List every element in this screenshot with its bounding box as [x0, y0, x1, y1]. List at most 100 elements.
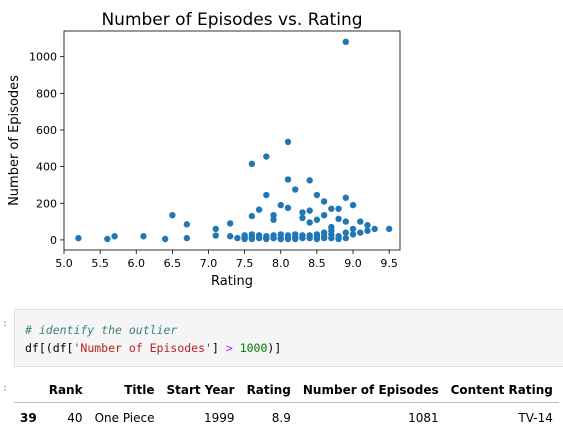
- data-point: [212, 232, 219, 239]
- data-point: [169, 211, 176, 219]
- cell-prompt: :: [2, 318, 9, 329]
- data-point: [357, 229, 364, 236]
- data-point: [183, 221, 191, 228]
- data-point: [335, 205, 342, 212]
- data-point: [364, 227, 371, 234]
- data-point: [248, 235, 256, 243]
- data-point: [234, 234, 241, 242]
- code-comment: # identify the outlier: [25, 323, 178, 337]
- data-point: [212, 225, 219, 233]
- code-token: [233, 341, 240, 355]
- data-point: [349, 225, 357, 233]
- data-point: [248, 231, 256, 238]
- data-point: [371, 225, 378, 233]
- table-header-row: Rank Title Start Year Rating Number of E…: [14, 378, 559, 403]
- data-point: [364, 222, 371, 229]
- cell-rating: 8.9: [271, 411, 291, 426]
- y-tick-label: 0: [50, 234, 57, 247]
- cell-content-rating: TV-14: [518, 411, 553, 426]
- plot-output: Number of Episodes vs. Rating Rating Numbe…: [7, 10, 401, 289]
- data-point: [299, 234, 306, 242]
- data-point: [357, 218, 364, 225]
- data-point: [306, 234, 313, 242]
- data-point: [183, 234, 191, 242]
- data-point: [263, 153, 270, 160]
- y-tick-label: 200: [36, 197, 57, 210]
- data-point: [284, 176, 292, 183]
- data-point: [313, 235, 321, 243]
- data-point: [292, 186, 299, 193]
- index-header: [14, 378, 43, 403]
- data-point: [284, 138, 292, 146]
- output-prompt: :: [2, 383, 9, 394]
- data-point: [226, 233, 234, 240]
- data-point: [104, 235, 111, 243]
- data-point: [342, 234, 350, 242]
- data-point: [248, 212, 256, 220]
- cell-rank: 40: [67, 411, 83, 426]
- y-tick-label: 400: [36, 161, 57, 174]
- x-tick-label: 6.0: [128, 257, 146, 270]
- x-tick-label: 5.5: [91, 257, 109, 270]
- y-tick-label: 1000: [29, 51, 57, 64]
- data-point: [270, 216, 277, 223]
- code-line-filter: df[(df['Number of Episodes'] > 1000)]: [25, 341, 281, 355]
- cell-start-year: 1999: [204, 411, 235, 426]
- column-header-title: Title: [88, 378, 161, 403]
- data-point: [111, 233, 118, 240]
- data-point: [385, 225, 393, 233]
- data-point: [270, 211, 277, 219]
- column-header-number-of-episodes: Number of Episodes: [296, 378, 445, 403]
- data-point: [140, 233, 147, 240]
- code-number: 1000: [239, 341, 268, 355]
- data-point: [284, 233, 292, 240]
- code-cell[interactable]: # identify the outlier df[(df['Number of…: [14, 309, 563, 367]
- scatter-chart: Number of Episodes vs. Rating Rating Numbe…: [7, 10, 401, 289]
- column-header-start-year: Start Year: [160, 378, 241, 403]
- data-point: [263, 191, 270, 199]
- data-point: [299, 214, 306, 222]
- data-point: [313, 191, 321, 199]
- data-point: [335, 235, 342, 243]
- data-point: [328, 205, 335, 212]
- data-point: [292, 235, 299, 243]
- data-point: [349, 201, 357, 209]
- data-point: [161, 235, 169, 243]
- data-point: [270, 234, 277, 242]
- x-tick-label: 5.0: [55, 257, 73, 270]
- data-point: [241, 233, 248, 241]
- data-point: [75, 234, 82, 242]
- data-point: [320, 211, 328, 219]
- data-point: [306, 177, 313, 184]
- data-point: [306, 219, 313, 226]
- data-point: [255, 234, 263, 242]
- data-point: [335, 215, 342, 223]
- data-point: [328, 227, 335, 234]
- data-point: [299, 209, 306, 216]
- x-tick-label: 6.5: [164, 257, 182, 270]
- dataframe-table: Rank Title Start Year Rating Number of E…: [14, 378, 559, 434]
- data-point: [277, 201, 284, 209]
- data-point: [342, 218, 350, 225]
- data-point: [342, 194, 350, 201]
- column-header-content-rating: Content Rating: [444, 378, 559, 403]
- data-point: [320, 198, 328, 205]
- code-token: )]: [267, 341, 282, 355]
- data-point: [313, 216, 321, 223]
- column-header-rank: Rank: [42, 378, 89, 403]
- data-point: [263, 235, 270, 243]
- data-point: [248, 160, 256, 168]
- row-index: 39: [20, 411, 37, 426]
- code-string: 'Number of Episodes': [73, 341, 212, 355]
- data-point: [255, 206, 263, 213]
- x-tick-label: 9.0: [344, 257, 362, 270]
- data-point: [277, 235, 284, 243]
- table-row: 39 40 One Piece 1999 8.9 1081 TV-14: [14, 402, 559, 434]
- plot-frame: [63, 30, 401, 251]
- code-line-comment: # identify the outlier: [25, 323, 177, 337]
- cell-number-of-episodes: 1081: [408, 411, 439, 426]
- data-point: [328, 234, 335, 242]
- data-point: [284, 204, 292, 212]
- data-point: [226, 220, 234, 227]
- data-point: [342, 38, 350, 46]
